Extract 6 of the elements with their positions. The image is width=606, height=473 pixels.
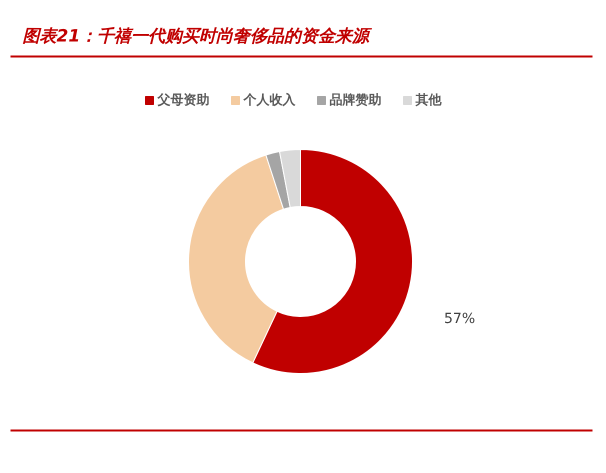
data-label: 57% (444, 311, 476, 328)
legend-label: 父母资助 (156, 93, 210, 108)
legend-label: 个人收入 (242, 92, 296, 108)
legend-label: 其他 (414, 93, 442, 108)
legend-label: 品牌赞助 (330, 92, 382, 108)
chart-title: 图表21：千禧一代购买时尚奢侈品的资金来源 (22, 26, 374, 46)
